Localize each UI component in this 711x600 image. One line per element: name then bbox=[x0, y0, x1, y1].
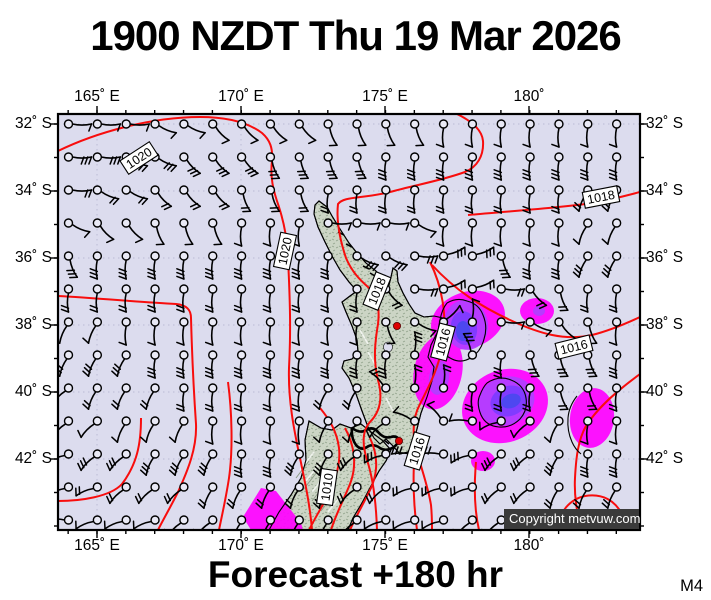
lat-label-right: 36˚ S bbox=[646, 249, 684, 266]
lat-label-right: 38˚ S bbox=[646, 316, 684, 333]
svg-text:1016: 1016 bbox=[559, 337, 589, 357]
copyright-badge: Copyright metvuw.com bbox=[504, 509, 641, 529]
lon-label-bottom: 165˚ E bbox=[74, 537, 120, 554]
isobar-label: 1016 bbox=[403, 431, 431, 471]
svg-text:1016: 1016 bbox=[433, 327, 454, 358]
svg-text:1010: 1010 bbox=[318, 472, 336, 502]
isobar-label: 1010 bbox=[316, 467, 338, 507]
forecast-label: Forecast +180 hr bbox=[207, 554, 504, 595]
lat-label-right: 40˚ S bbox=[646, 383, 684, 400]
lat-label-right: 34˚ S bbox=[646, 182, 684, 199]
page-title: 1900 NZDT Thu 19 Mar 2026 bbox=[90, 12, 622, 59]
lat-label-left: 40˚ S bbox=[14, 383, 52, 400]
svg-text:1020: 1020 bbox=[276, 236, 295, 266]
lat-label-left: 38˚ S bbox=[14, 316, 52, 333]
isobar-label: 1016 bbox=[554, 334, 594, 360]
isobar-label: 1016 bbox=[430, 322, 456, 362]
lon-label-top: 180˚ bbox=[513, 88, 545, 105]
lon-label-top: 165˚ E bbox=[74, 88, 120, 105]
city-marker bbox=[392, 321, 401, 330]
lat-label-right: 42˚ S bbox=[646, 450, 684, 467]
lon-label-bottom: 180˚ bbox=[513, 537, 545, 554]
lat-label-left: 34˚ S bbox=[14, 182, 52, 199]
city-marker bbox=[394, 436, 403, 445]
lat-label-left: 32˚ S bbox=[14, 115, 52, 132]
isobar-label: 1020 bbox=[272, 231, 298, 271]
lon-label-top: 170˚ E bbox=[218, 88, 264, 105]
svg-text:1018: 1018 bbox=[586, 188, 616, 207]
lon-label-bottom: 175˚ E bbox=[362, 537, 408, 554]
lon-label-bottom: 170˚ E bbox=[218, 537, 264, 554]
isobar-label: 1018 bbox=[581, 185, 621, 209]
lat-label-left: 36˚ S bbox=[14, 249, 52, 266]
lat-label-right: 32˚ S bbox=[646, 115, 684, 132]
model-code: M4 bbox=[680, 577, 703, 595]
lat-label-left: 42˚ S bbox=[14, 450, 52, 467]
lon-label-top: 175˚ E bbox=[362, 88, 408, 105]
